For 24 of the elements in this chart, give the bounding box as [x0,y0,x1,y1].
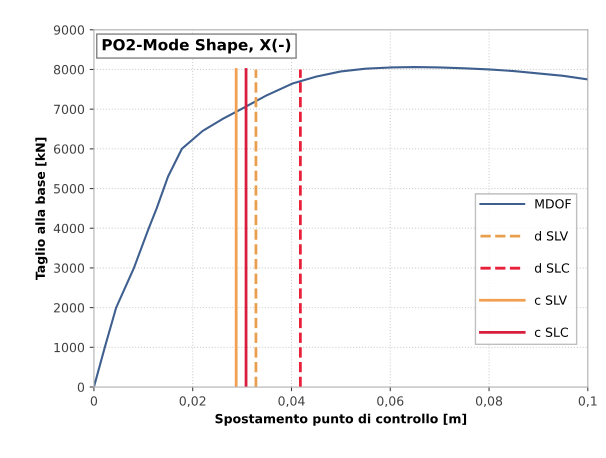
x-axis-title: Spostamento punto di controllo [m] [216,414,466,426]
legend-label: d SLV [534,230,568,241]
y-tick-label: 5000 [54,184,84,194]
legend-label: c SLC [534,327,568,337]
y-tick-label: 9000 [54,25,84,35]
legend-label: d SLC [534,263,570,273]
y-tick-label: 0 [78,382,84,392]
y-tick-label: 3000 [54,263,84,273]
x-tick-label: 0,04 [278,396,305,407]
y-tick-label: 2000 [54,303,84,313]
x-tick-label: 0 [90,396,98,406]
y-tick-label: 8000 [54,64,84,74]
y-tick-label: 7000 [54,104,84,114]
x-tick-label: 0,06 [377,396,404,407]
legend-label: c SLV [534,295,568,305]
x-tick-label: 0,02 [180,396,206,407]
y-tick-label: 1000 [54,342,84,352]
x-tick-label: 0,08 [476,396,502,407]
y-tick-label: 6000 [54,144,84,154]
y-axis-title: Taglio alla base [kN] [35,138,48,280]
annotation: PO2-Mode Shape, X(-) [102,38,290,54]
y-tick-label: 4000 [54,224,84,234]
x-tick-label: 0,1 [578,396,597,407]
legend-label: MDOF [535,199,571,209]
